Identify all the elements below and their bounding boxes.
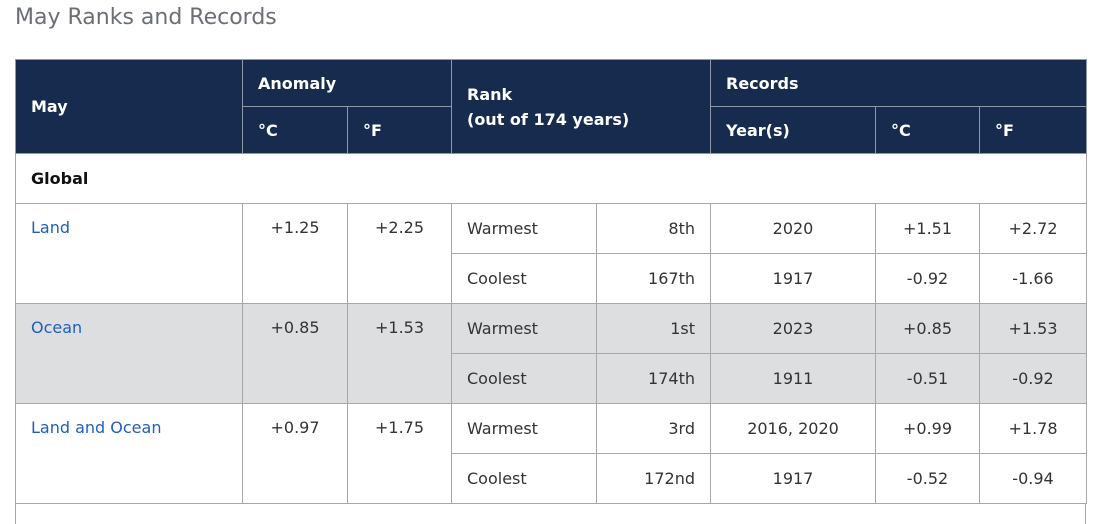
header-cell: °F: [347, 106, 452, 154]
header-cell: Rank (out of 174 years): [451, 59, 711, 154]
record-c-cell: +0.99: [875, 403, 980, 454]
rank-cell: 8th: [596, 203, 711, 254]
header-text: (out of 174 years): [467, 109, 630, 129]
rank-cell: 172nd: [596, 453, 711, 504]
section-row: Global: [14, 153, 1088, 204]
rank-kind-cell: Coolest: [451, 253, 597, 304]
header-cell: Records: [709, 59, 1088, 107]
table-wrap: May Anomaly Rank (out of 174 years) Recor…: [14, 59, 1088, 524]
record-c-cell: -0.52: [875, 453, 980, 504]
years-cell: 2020: [710, 203, 876, 254]
record-f-cell: +2.72: [978, 203, 1088, 254]
region-cell: Land: [15, 203, 243, 304]
record-f-cell: +1.53: [978, 303, 1088, 354]
anomaly-c-cell: +1.25: [242, 203, 348, 304]
table-body: Global Land +1.25 +2.25 Warmest 8th 2020 +1.51…: [14, 153, 1088, 504]
years-cell: 2016, 2020: [710, 403, 876, 454]
anomaly-f-cell: +1.53: [347, 303, 452, 404]
record-c-cell: +1.51: [875, 203, 980, 254]
rank-kind-cell: Warmest: [451, 203, 597, 254]
region-cell: Land and Ocean: [15, 403, 243, 504]
header-text: Rank: [467, 84, 513, 104]
anomaly-c-cell: +0.85: [242, 303, 348, 404]
data-row: Land +1.25 +2.25 Warmest 8th 2020 +1.51 +2.72: [15, 203, 1088, 304]
data-row: Coolest 174th 1911 -0.51 -0.92: [16, 353, 1088, 404]
header-row: °C °F Year(s) °C °F: [16, 106, 1088, 154]
rank-cell: 1st: [596, 303, 711, 354]
years-cell: 1911: [710, 353, 876, 404]
rank-cell: 174th: [596, 353, 711, 404]
rank-kind-cell: Warmest: [451, 303, 597, 354]
years-cell: 2023: [710, 303, 876, 354]
record-f-cell: -1.66: [978, 253, 1088, 304]
anomaly-f-cell: +1.75: [347, 403, 452, 504]
record-c-cell: -0.92: [875, 253, 980, 304]
region-link[interactable]: Land: [31, 218, 71, 237]
anomaly-c-cell: +0.97: [242, 403, 348, 504]
section-cell: Global: [14, 153, 1088, 204]
table-header: May Anomaly Rank (out of 174 years) Recor…: [15, 59, 1088, 154]
header-cell: °C: [242, 106, 348, 154]
region-link[interactable]: Ocean: [31, 318, 83, 337]
page-title: May Ranks and Records: [15, 5, 277, 30]
data-row: Land and Ocean +0.97 +1.75 Warmest 3rd 2016, …: [15, 403, 1088, 504]
record-f-cell: -0.92: [978, 353, 1088, 404]
record-c-cell: -0.51: [875, 353, 980, 404]
record-f-cell: +1.78: [978, 403, 1088, 454]
region-cell: Ocean: [15, 303, 243, 404]
rank-cell: 167th: [596, 253, 711, 304]
table-continuation: [15, 504, 1086, 524]
header-cell: °C: [875, 106, 980, 154]
record-f-cell: -0.94: [978, 453, 1088, 504]
ranks-table: May Anomaly Rank (out of 174 years) Recor…: [14, 59, 1088, 504]
anomaly-f-cell: +2.25: [347, 203, 452, 304]
data-row: Coolest 172nd 1917 -0.52 -0.94: [16, 453, 1088, 504]
data-row: Ocean +0.85 +1.53 Warmest 1st 2023 +0.85 +1.53: [15, 303, 1088, 404]
header-cell: May: [15, 59, 243, 154]
years-cell: 1917: [710, 453, 876, 504]
record-c-cell: +0.85: [875, 303, 980, 354]
page: May Ranks and Records May Anomaly Rank (o…: [14, 5, 1088, 524]
rank-cell: 3rd: [596, 403, 711, 454]
header-cell: Year(s): [710, 106, 876, 154]
rank-kind-cell: Coolest: [451, 353, 597, 404]
header-row: May Anomaly Rank (out of 174 years) Recor…: [15, 59, 1088, 154]
region-link[interactable]: Land and Ocean: [31, 418, 162, 437]
rank-kind-cell: Warmest: [451, 403, 597, 454]
header-cell: Anomaly: [242, 59, 452, 107]
header-cell: °F: [978, 106, 1088, 154]
rank-kind-cell: Coolest: [451, 453, 597, 504]
years-cell: 1917: [710, 253, 876, 304]
data-row: Coolest 167th 1917 -0.92 -1.66: [16, 253, 1088, 304]
